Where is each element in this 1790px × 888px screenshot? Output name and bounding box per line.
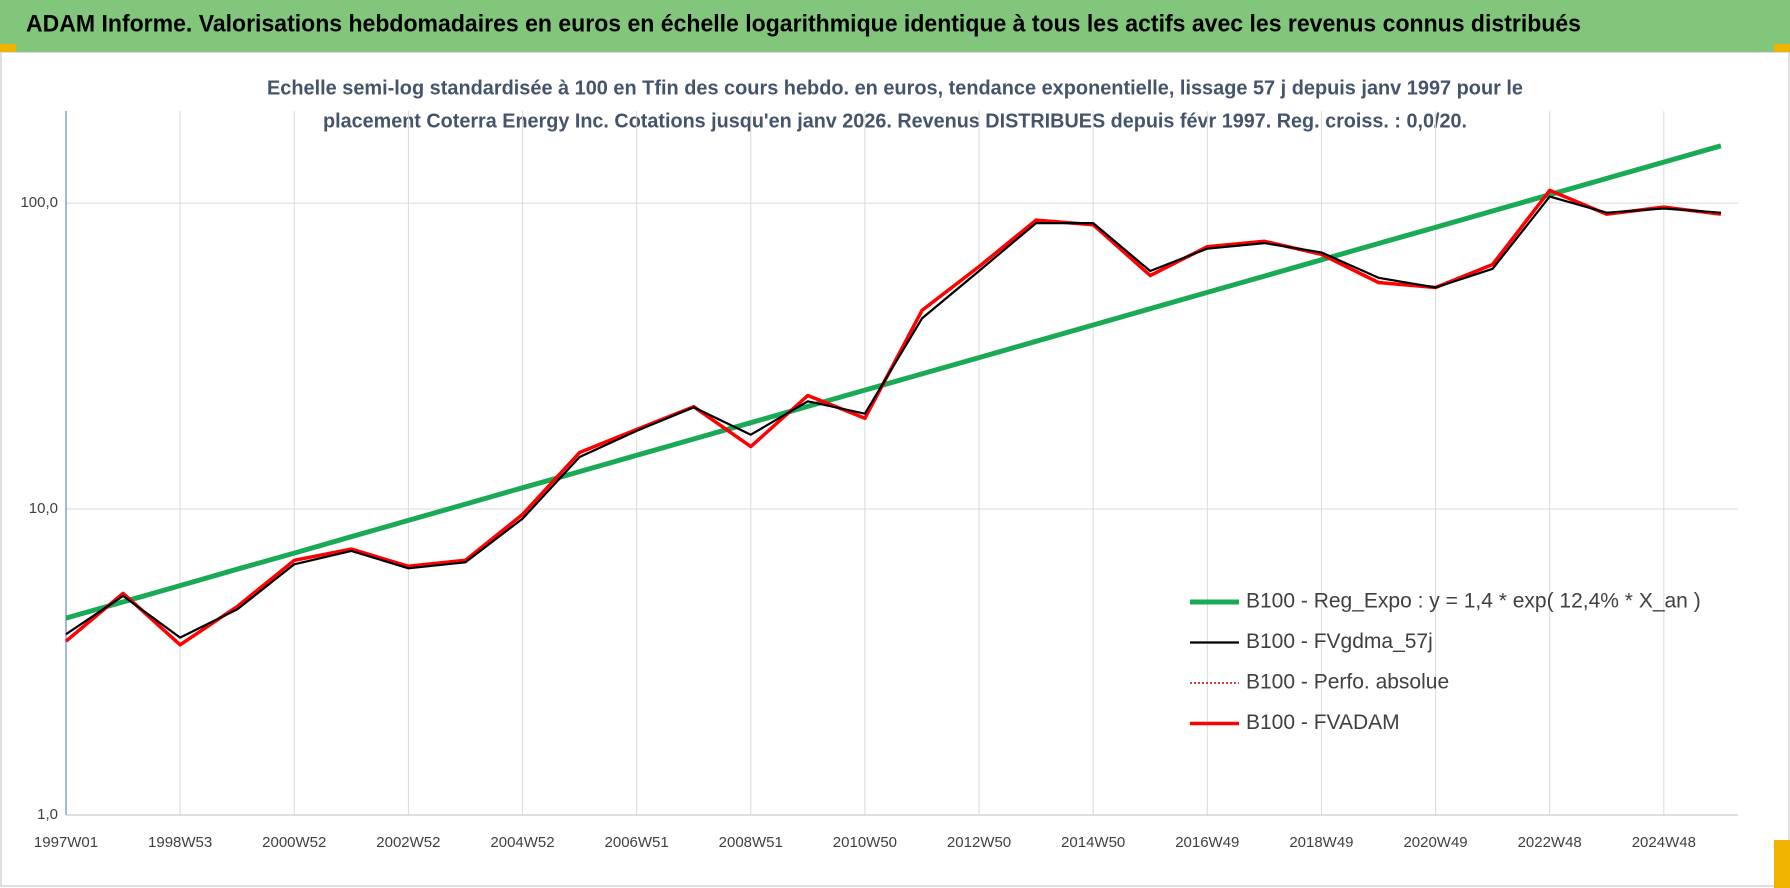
x-tick-label: 2014W50: [1061, 834, 1125, 851]
x-tick-label: 2020W49: [1403, 834, 1467, 851]
y-tick-label: 100,0: [20, 194, 58, 211]
chart-title: ADAM Informe. Valorisations hebdomadaire…: [26, 10, 1581, 37]
corner: [0, 44, 16, 52]
x-tick-label: 2024W48: [1632, 834, 1696, 851]
series-line: [65, 143, 1722, 621]
x-tick-label: 2010W50: [833, 834, 897, 851]
chart-subtitle: placement Coterra Energy Inc. Cotations …: [323, 110, 1467, 132]
x-tick-label: 2002W52: [376, 834, 440, 851]
x-tick-label: 2012W50: [947, 834, 1011, 851]
legend-label: B100 - Perfo. absolue: [1246, 671, 1449, 694]
y-tick-label: 10,0: [29, 500, 58, 517]
x-tick-label: 2022W48: [1518, 834, 1582, 851]
corner: [1774, 44, 1790, 52]
x-tick-label: 1998W53: [148, 834, 212, 851]
title-bar: [0, 0, 1790, 52]
chart-subtitle: Echelle semi-log standardisée à 100 en T…: [267, 77, 1523, 99]
x-tick-label: 1997W01: [34, 834, 98, 851]
x-tick-label: 2006W51: [605, 834, 669, 851]
x-tick-label: 2004W52: [490, 834, 554, 851]
corner: [1774, 840, 1790, 888]
x-tick-label: 2008W51: [719, 834, 783, 851]
series-line: [65, 195, 1721, 639]
x-tick-label: 2018W49: [1289, 834, 1353, 851]
legend-label: B100 - Reg_Expo : y = 1,4 * exp( 12,4% *…: [1246, 590, 1701, 613]
legend-label: B100 - FVgdma_57j: [1246, 630, 1433, 653]
x-tick-label: 2016W49: [1175, 834, 1239, 851]
y-tick-label: 1,0: [37, 806, 58, 823]
legend-label: B100 - FVADAM: [1246, 711, 1400, 734]
x-tick-label: 2000W52: [262, 834, 326, 851]
